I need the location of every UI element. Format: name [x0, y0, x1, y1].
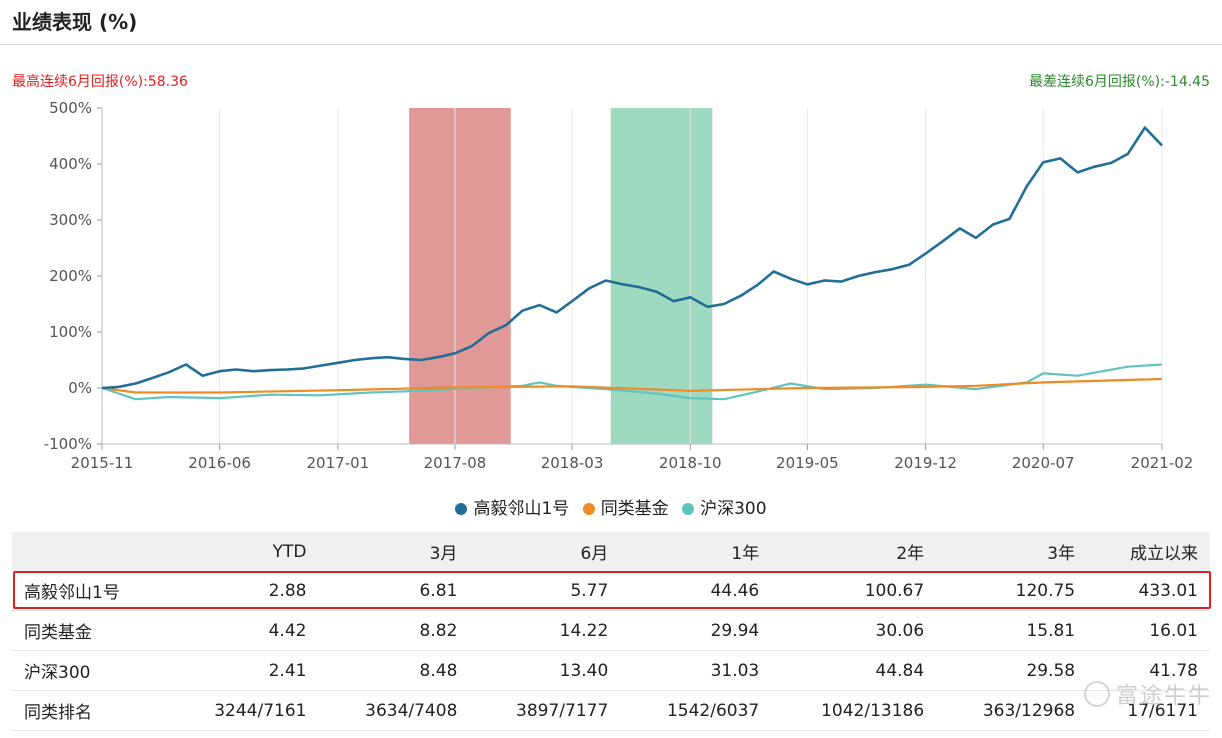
table-cell: 41.78 — [1149, 660, 1198, 681]
table-cell: 433.01 — [1138, 580, 1198, 601]
table-cell: 3897/7177 — [516, 700, 609, 721]
y-tick-label: 400% — [49, 155, 92, 173]
table-header-cell: 6月 — [580, 544, 609, 564]
table-cell: 13.40 — [559, 660, 609, 681]
x-tick-label: 2019-12 — [894, 454, 957, 472]
table-cell: 8.82 — [419, 620, 458, 641]
table-cell: 100.67 — [864, 580, 925, 601]
table-cell: 363/12968 — [982, 700, 1076, 721]
watermark-logo-icon — [1083, 681, 1110, 707]
x-tick-label: 2015-11 — [71, 454, 134, 472]
table-cell: 2.41 — [268, 660, 307, 681]
table-header-cell: YTD — [272, 541, 307, 562]
table-cell: 15.81 — [1026, 620, 1076, 641]
table-row-fund: 高毅邻山1号 2.88 6.81 5.77 44.46 100.67 120.7… — [12, 571, 1210, 611]
y-tick-label: -100% — [44, 435, 92, 453]
worst-6m-return-label: 最差连续6月回报(%):-14.45 — [1029, 74, 1210, 90]
y-tick-label: 300% — [49, 211, 92, 229]
legend-item-fund[interactable]: 高毅邻山1号 — [455, 494, 569, 519]
table-cell: 1542/6037 — [666, 700, 760, 721]
legend-label-index: 沪深300 — [700, 499, 767, 519]
legend-item-index[interactable]: 沪深300 — [682, 494, 767, 519]
table-row-index: 沪深300 2.41 8.48 13.40 31.03 44.84 29.58 … — [12, 651, 1210, 691]
performance-line-chart: 2015-11 2016-06 2017-01 2017-08 2018-03 2018-… — [44, 99, 1194, 472]
table-cell: 30.06 — [875, 620, 925, 641]
x-tick-label: 2021-02 — [1131, 454, 1194, 472]
table-cell: 4.42 — [268, 620, 307, 641]
y-tick-label: 100% — [49, 323, 92, 341]
legend-dot-fund — [455, 503, 468, 515]
x-tick-label: 2017-01 — [307, 454, 370, 472]
chart-legend: 高毅邻山1号 同类基金 沪深300 — [0, 494, 1222, 519]
table-header-cell: 1年 — [731, 544, 760, 564]
table-cell: 44.84 — [875, 660, 925, 681]
table-cell: 29.94 — [710, 620, 760, 641]
legend-label-peer: 同类基金 — [600, 499, 669, 519]
table-cell: 同类基金 — [24, 623, 92, 643]
table-cell: 2.88 — [268, 580, 307, 601]
y-tick-label: 0% — [68, 379, 92, 397]
table-cell: 同类排名 — [24, 703, 92, 723]
section-header: 业绩表现 (%) — [0, 0, 1222, 45]
table-cell: 120.75 — [1015, 580, 1076, 601]
table-cell: 5.77 — [570, 580, 609, 601]
table-cell: 沪深300 — [24, 663, 91, 683]
table-cell: 31.03 — [710, 660, 760, 681]
series-line-peer — [101, 377, 1163, 394]
table-header-cell — [12, 532, 168, 571]
table-header-cell: 成立以来 — [1130, 544, 1198, 564]
table-row-rank: 同类排名 3244/7161 3634/7408 3897/7177 1542/… — [12, 691, 1210, 731]
table-header-cell: 2年 — [896, 544, 925, 564]
table-cell: 高毅邻山1号 — [24, 583, 120, 603]
table-cell: 16.01 — [1149, 620, 1198, 641]
table-row-peer: 同类基金 4.42 8.82 14.22 29.94 30.06 15.81 1… — [12, 611, 1210, 651]
table-cell: 17/6171 — [1127, 700, 1198, 721]
y-tick-label: 200% — [49, 267, 92, 285]
table-cell: 3634/7408 — [365, 700, 458, 721]
legend-dot-index — [682, 503, 695, 515]
table-header-cell: 3年 — [1047, 544, 1076, 564]
best_6m-band — [409, 108, 511, 444]
x-tick-label: 2018-10 — [659, 454, 722, 472]
table-header-row: YTD 3月 6月 1年 2年 3年 成立以来 — [12, 532, 1210, 571]
x-tick-label: 2020-07 — [1012, 454, 1075, 472]
table-header-cell: 3月 — [429, 544, 458, 564]
series-line-fund — [101, 126, 1163, 390]
table-cell: 3244/7161 — [214, 700, 307, 721]
x-tick-label: 2019-05 — [776, 454, 839, 472]
table-cell: 1042/13186 — [821, 700, 925, 721]
best-6m-return-label: 最高连续6月回报(%):58.36 — [12, 74, 188, 90]
x-tick-label: 2016-06 — [188, 454, 251, 472]
x-tick-label: 2017-08 — [424, 454, 487, 472]
table-cell: 14.22 — [559, 620, 609, 641]
table-cell: 8.48 — [419, 660, 458, 681]
watermark-text: 富途牛牛 — [1115, 684, 1212, 709]
performance-table: YTD 3月 6月 1年 2年 3年 成立以来 高毅邻山1号 2.88 6.81… — [12, 532, 1210, 731]
x-tick-label: 2018-03 — [541, 454, 604, 472]
watermark: 富途牛牛 — [1083, 678, 1212, 710]
series-line-index — [101, 363, 1163, 401]
table-cell: 29.58 — [1026, 660, 1076, 681]
table-cell: 44.46 — [710, 580, 760, 601]
table-cell: 6.81 — [419, 580, 458, 601]
y-tick-label: 500% — [49, 99, 92, 117]
legend-item-peer[interactable]: 同类基金 — [582, 494, 669, 519]
page-title: 业绩表现 (%) — [12, 10, 138, 34]
legend-dot-peer — [582, 503, 595, 515]
legend-label-fund: 高毅邻山1号 — [473, 499, 570, 519]
